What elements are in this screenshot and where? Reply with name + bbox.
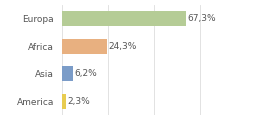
- Text: 2,3%: 2,3%: [67, 97, 90, 106]
- Bar: [62, 94, 66, 109]
- Bar: [62, 11, 186, 26]
- Bar: [62, 39, 106, 54]
- Text: 67,3%: 67,3%: [187, 14, 216, 23]
- Text: 24,3%: 24,3%: [108, 42, 136, 51]
- Text: 6,2%: 6,2%: [74, 69, 97, 78]
- Bar: [62, 66, 73, 81]
